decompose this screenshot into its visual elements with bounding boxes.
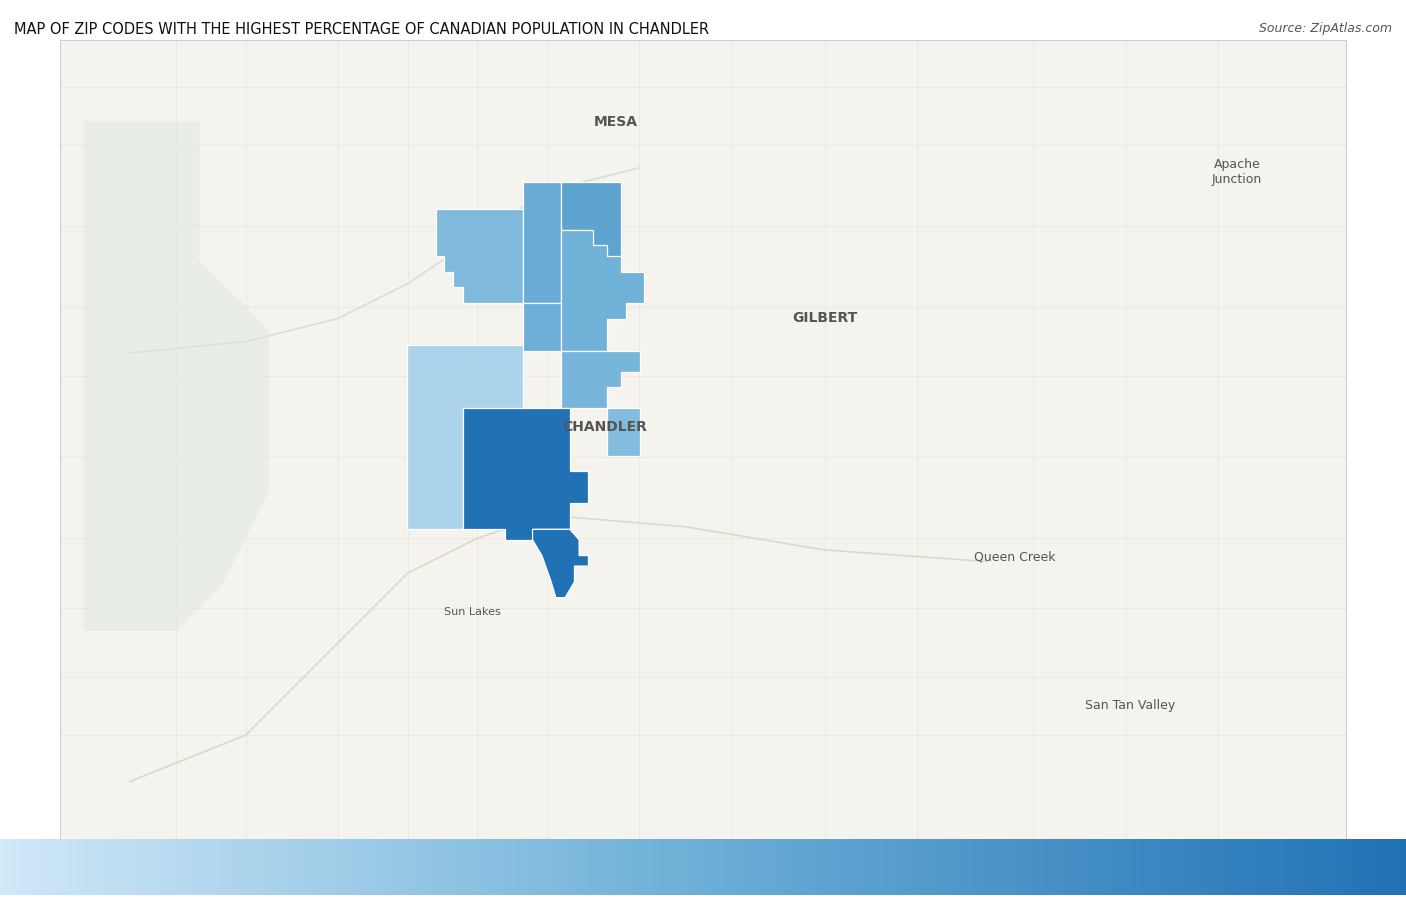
Polygon shape — [406, 345, 523, 530]
Text: GILBERT: GILBERT — [792, 311, 858, 325]
Polygon shape — [523, 303, 561, 351]
Text: Source: ZipAtlas.com: Source: ZipAtlas.com — [1258, 22, 1392, 35]
Polygon shape — [436, 209, 523, 303]
Text: MAP OF ZIP CODES WITH THE HIGHEST PERCENTAGE OF CANADIAN POPULATION IN CHANDLER: MAP OF ZIP CODES WITH THE HIGHEST PERCEN… — [14, 22, 709, 38]
Text: Queen Creek: Queen Creek — [974, 550, 1056, 564]
Polygon shape — [561, 182, 621, 271]
Polygon shape — [83, 121, 269, 631]
Text: San Tan Valley: San Tan Valley — [1085, 699, 1175, 712]
Polygon shape — [561, 229, 644, 351]
Text: Sun Lakes: Sun Lakes — [444, 608, 501, 618]
Polygon shape — [523, 182, 561, 303]
Polygon shape — [533, 530, 589, 598]
Text: Apache
Junction: Apache Junction — [1212, 158, 1263, 186]
Polygon shape — [607, 408, 640, 456]
Text: CHANDLER: CHANDLER — [562, 420, 647, 434]
Polygon shape — [561, 351, 640, 408]
Text: MESA: MESA — [595, 114, 638, 129]
Polygon shape — [463, 408, 589, 539]
